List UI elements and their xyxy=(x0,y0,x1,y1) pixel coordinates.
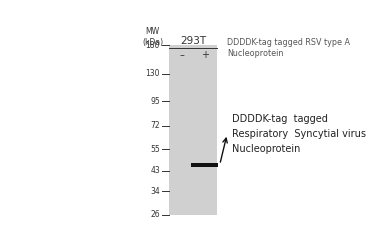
Text: +: + xyxy=(201,50,209,60)
Text: 43: 43 xyxy=(150,166,160,175)
Text: DDDDK-tag  tagged
Respiratory  Syncytial virus
Nucleoprotein: DDDDK-tag tagged Respiratory Syncytial v… xyxy=(232,114,366,154)
Text: 55: 55 xyxy=(150,145,160,154)
Text: 34: 34 xyxy=(150,187,160,196)
Text: 130: 130 xyxy=(146,70,160,78)
Text: 95: 95 xyxy=(150,97,160,106)
Text: 180: 180 xyxy=(146,41,160,50)
Text: 293T: 293T xyxy=(180,36,206,46)
Text: MW
(kDa): MW (kDa) xyxy=(142,27,163,47)
Text: 72: 72 xyxy=(151,121,160,130)
Text: DDDDK-tag tagged RSV type A
Nucleoprotein: DDDDK-tag tagged RSV type A Nucleoprotei… xyxy=(227,38,350,58)
FancyBboxPatch shape xyxy=(169,46,217,215)
Text: –: – xyxy=(180,50,185,60)
Text: 26: 26 xyxy=(151,210,160,219)
FancyBboxPatch shape xyxy=(191,163,218,167)
